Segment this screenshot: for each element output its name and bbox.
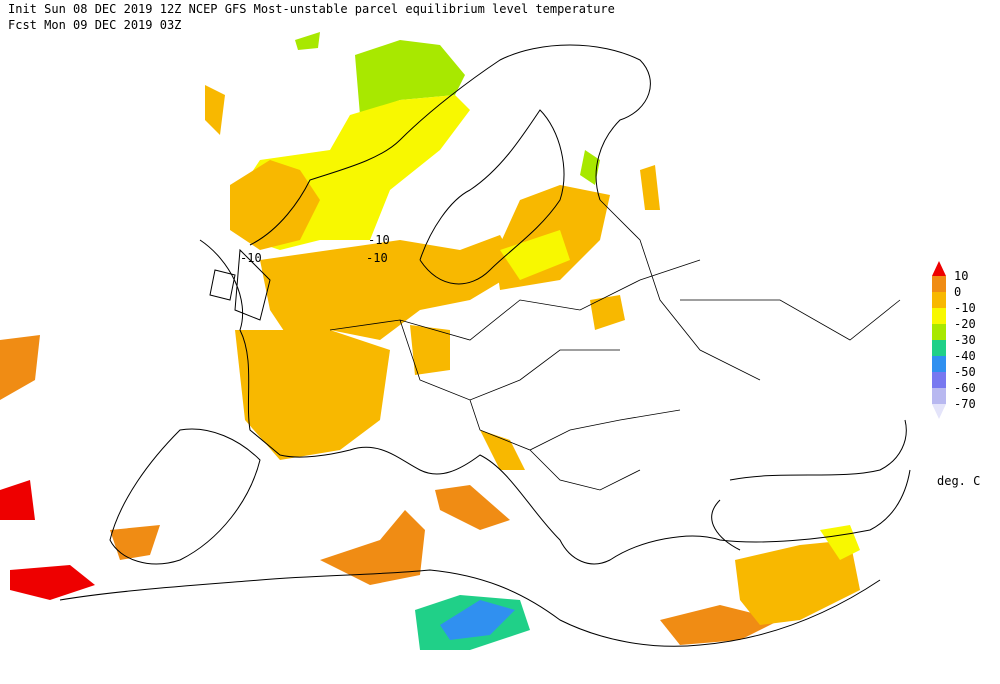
field: [10, 565, 95, 600]
colorbar: 10 0 -10 -20 -30 -40 -50 -60 -70: [932, 261, 976, 419]
field: [410, 325, 450, 375]
coastline: [199, 239, 911, 565]
field: [500, 230, 570, 280]
colorbar-label: 0: [954, 285, 961, 299]
colorbar-band: [932, 292, 946, 308]
field: [235, 330, 390, 460]
colorbar-label: -10: [954, 301, 976, 315]
title-line-2: Fcst Mon 09 DEC 2019 03Z: [8, 18, 181, 32]
colorbar-label: 10: [954, 269, 968, 283]
coastline: [249, 44, 651, 246]
field: [355, 40, 465, 115]
colorbar-label: -70: [954, 397, 976, 411]
field: [480, 430, 525, 470]
field: [580, 150, 600, 185]
coastline: [59, 569, 881, 647]
field: [0, 335, 40, 400]
shaded-fields: [0, 32, 860, 650]
colorbar-band: [932, 324, 946, 340]
border: [329, 199, 901, 491]
coastline: [109, 428, 261, 565]
field: [205, 85, 225, 135]
field: [660, 605, 780, 645]
field: [735, 540, 860, 625]
colorbar-band: [932, 388, 946, 404]
legend-unit: deg. C: [937, 474, 980, 488]
field: [295, 32, 320, 50]
colorbar-band: [932, 372, 946, 388]
field: [440, 600, 515, 640]
colorbar-band: [932, 340, 946, 356]
contour-label: -10: [366, 251, 388, 265]
coastline: [209, 248, 271, 321]
colorbar-band: [932, 356, 946, 372]
colorbar-band: [932, 276, 946, 292]
coastline: [711, 419, 907, 551]
field: [320, 510, 425, 585]
field: [230, 160, 320, 250]
contour-label: -10: [240, 251, 262, 265]
colorbar-label: -50: [954, 365, 976, 379]
colorbar-label: -30: [954, 333, 976, 347]
colorbar-triangle: [932, 261, 946, 276]
field: [110, 525, 160, 560]
colorbar-triangle: [932, 404, 946, 419]
colorbar-band: [932, 308, 946, 324]
title-line-1: Init Sun 08 DEC 2019 12Z NCEP GFS Most-u…: [8, 2, 615, 16]
field: [435, 485, 510, 530]
field: [640, 165, 660, 210]
colorbar-label: -60: [954, 381, 976, 395]
field: [590, 295, 625, 330]
colorbar-label: -20: [954, 317, 976, 331]
colorbar-label: -40: [954, 349, 976, 363]
coastlines: [59, 44, 911, 647]
coastline: [419, 109, 565, 285]
field: [0, 480, 35, 520]
borders: [329, 199, 901, 491]
field: [260, 235, 520, 340]
contour-label: -10: [368, 233, 390, 247]
